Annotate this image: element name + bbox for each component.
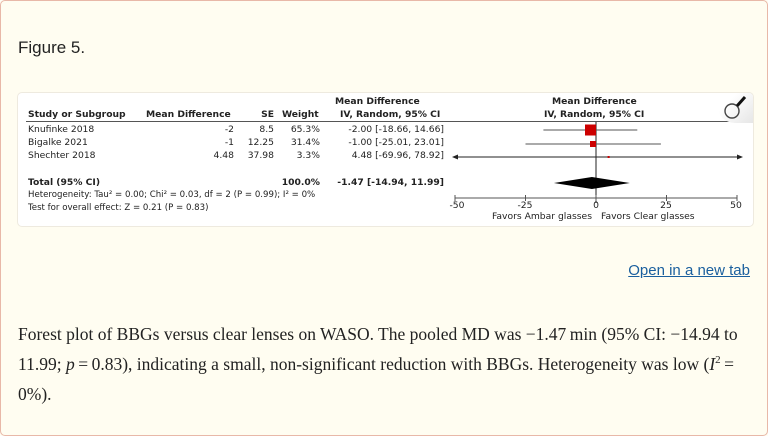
row-ci: -2.00 [-18.66, 14.66] (348, 124, 444, 135)
row-se: 8.5 (259, 124, 274, 135)
row-ci: 4.48 [-69.96, 78.92] (351, 150, 444, 161)
x-tick-label: -25 (517, 200, 533, 211)
favors-right-label: Favors Clear glasses (601, 211, 695, 222)
caption-p: p (65, 354, 75, 374)
x-tick-label: -50 (449, 200, 465, 211)
header-mean-difference: Mean Difference (146, 109, 231, 120)
header-study: Study or Subgroup (28, 109, 126, 120)
header-plot-line1: Mean Difference (552, 96, 637, 107)
x-tick-label: 50 (730, 200, 742, 211)
favors-left-label: Favors Ambar glasses (491, 211, 592, 222)
forest-plot-chart (452, 122, 743, 203)
heterogeneity-text: Heterogeneity: Tau² = 0.00; Chi² = 0.03,… (28, 190, 316, 200)
header-ci-line2: IV, Random, 95% CI (340, 109, 441, 120)
header-plot-line2: IV, Random, 95% CI (544, 109, 645, 120)
x-tick-label: 0 (593, 200, 599, 211)
caption-i: I (709, 354, 716, 374)
header-weight: Weight (282, 109, 319, 120)
row-study: Bigalke 2021 (28, 137, 88, 148)
total-weight: 100.0% (281, 177, 320, 188)
row-md: -1 (224, 137, 234, 148)
magnifier-icon (724, 96, 747, 119)
row-ci: -1.00 [-25.01, 23.01] (348, 137, 444, 148)
caption-sup: 2 (715, 354, 721, 367)
weight-square-bigalke (590, 141, 596, 147)
row-se: 12.25 (247, 137, 274, 148)
open-in-new-tab-link[interactable]: Open in a new tab (628, 262, 750, 279)
left-arrow-icon (452, 154, 458, 160)
forest-plot-figure[interactable]: Mean Difference Mean Difference Study or… (17, 92, 754, 227)
row-se: 37.98 (247, 150, 274, 161)
figure-title: Figure 5. (18, 38, 86, 57)
weight-square-shechter (607, 156, 610, 158)
row-study: Knufinke 2018 (28, 124, 95, 135)
row-md: 4.48 (213, 150, 234, 161)
row-weight: 31.4% (290, 137, 320, 148)
row-study: Shechter 2018 (28, 150, 96, 161)
pooled-diamond (553, 177, 630, 189)
caption-text: = 0%). (18, 354, 738, 404)
figure-caption: Forest plot of BBGs versus clear lenses … (18, 319, 758, 409)
caption-text: Forest plot of BBGs versus clear lenses … (18, 324, 738, 374)
zoom-magnifier-button[interactable] (717, 93, 753, 123)
header-ci-line1: Mean Difference (335, 96, 420, 107)
overall-effect-text: Test for overall effect: Z = 0.21 (P = 0… (28, 203, 209, 213)
header-rule (26, 121, 746, 122)
row-md: -2 (224, 124, 234, 135)
right-arrow-icon (737, 154, 743, 160)
total-ci: -1.47 [-14.94, 11.99] (337, 177, 444, 188)
row-weight: 3.3% (296, 150, 320, 161)
caption-text: = 0.83), indicating a small, non-signifi… (74, 354, 710, 374)
x-tick-label: 25 (660, 200, 672, 211)
weight-square-knufinke (585, 124, 596, 136)
row-weight: 65.3% (290, 124, 320, 135)
total-label: Total (95% CI) (28, 177, 101, 188)
header-se: SE (261, 109, 274, 120)
